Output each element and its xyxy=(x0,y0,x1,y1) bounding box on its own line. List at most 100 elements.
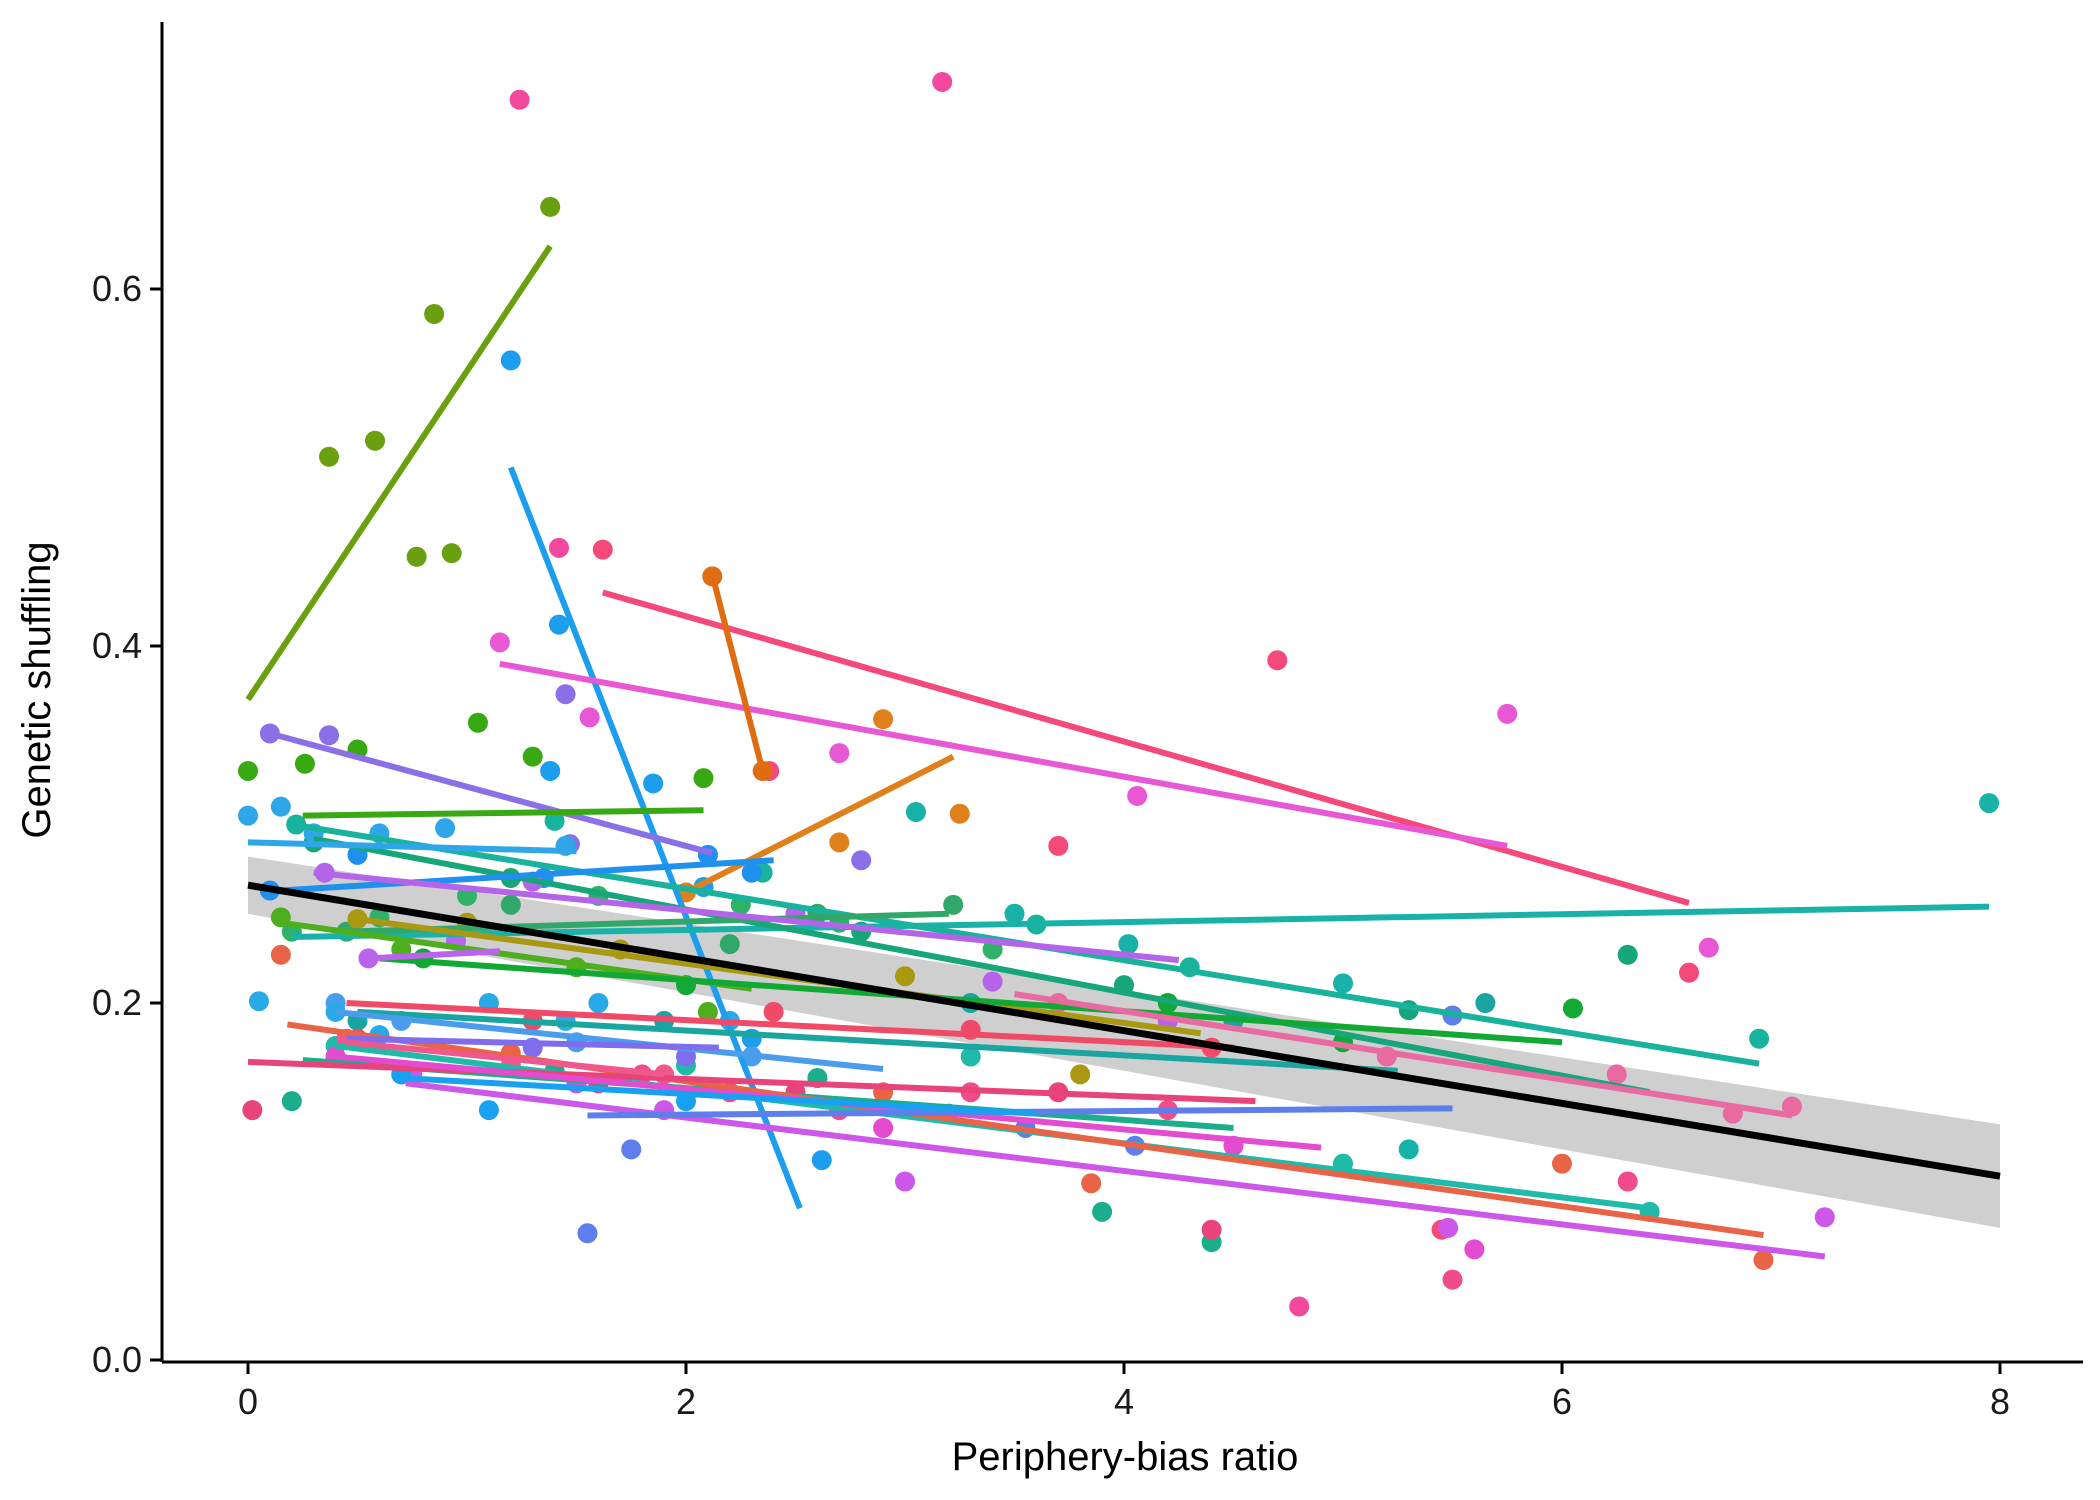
data-point xyxy=(763,1001,784,1022)
data-point xyxy=(719,934,740,955)
data-point xyxy=(643,773,664,794)
data-point xyxy=(1004,903,1025,924)
x-axis-title: Periphery-bias ratio xyxy=(952,1435,1299,1479)
data-point xyxy=(1267,650,1288,671)
data-point xyxy=(1617,944,1638,965)
data-point xyxy=(1679,962,1700,983)
data-point xyxy=(1118,934,1139,955)
y-tick-label: 0.2 xyxy=(92,982,142,1023)
data-point xyxy=(548,614,569,635)
data-point xyxy=(1781,1096,1802,1117)
data-point xyxy=(270,944,291,965)
x-tick-label: 4 xyxy=(1114,1381,1134,1422)
data-point xyxy=(441,543,462,564)
data-point xyxy=(248,991,269,1012)
y-tick-label: 0.6 xyxy=(92,268,142,309)
data-point xyxy=(294,753,315,774)
data-point xyxy=(1289,1296,1310,1317)
data-point xyxy=(1464,1239,1485,1260)
data-point xyxy=(1606,1064,1627,1085)
data-point xyxy=(548,537,569,558)
data-point xyxy=(829,832,850,853)
group-fit-line xyxy=(269,730,714,856)
data-point xyxy=(932,71,953,92)
group-fit-line xyxy=(401,1074,1037,1117)
data-point xyxy=(1442,1269,1463,1290)
data-point xyxy=(555,684,576,705)
data-point xyxy=(509,89,530,110)
data-point xyxy=(406,546,427,567)
data-point xyxy=(1552,1153,1572,1174)
x-tick-label: 6 xyxy=(1552,1381,1572,1422)
data-point xyxy=(540,196,561,217)
x-tick-label: 2 xyxy=(676,1381,696,1422)
data-point xyxy=(270,796,291,817)
data-point xyxy=(741,862,762,883)
data-point xyxy=(540,760,561,781)
data-point xyxy=(1753,1250,1774,1271)
data-point xyxy=(544,810,565,831)
data-point xyxy=(982,971,1003,992)
data-point xyxy=(895,1171,915,1192)
data-point xyxy=(829,743,850,764)
data-point xyxy=(522,746,543,767)
data-point xyxy=(1979,793,2000,814)
group-fit-line xyxy=(346,1000,1234,1051)
data-point xyxy=(1749,1028,1770,1049)
data-point xyxy=(319,446,340,467)
data-point xyxy=(489,632,510,653)
data-point xyxy=(242,1100,263,1121)
data-point xyxy=(949,803,970,824)
data-point xyxy=(811,1150,832,1171)
group-fit-line xyxy=(313,835,1651,1096)
data-point xyxy=(1438,1217,1459,1238)
data-point xyxy=(1562,998,1583,1019)
data-point xyxy=(943,894,964,915)
data-point xyxy=(1081,1173,1102,1194)
data-point xyxy=(281,1091,302,1112)
y-axis-title: Genetic shuffling xyxy=(15,541,59,838)
data-point xyxy=(1127,785,1148,806)
data-point xyxy=(1497,703,1518,724)
data-point xyxy=(579,707,600,728)
group-fit-line xyxy=(335,1008,884,1073)
group-fit-line xyxy=(247,839,577,855)
group-fit-line xyxy=(684,753,955,896)
group-fit-line xyxy=(245,244,553,702)
data-point xyxy=(467,712,488,733)
data-point xyxy=(1070,1064,1091,1085)
data-point xyxy=(588,993,609,1013)
data-point xyxy=(873,709,894,730)
data-point xyxy=(478,1100,499,1121)
overall-fit-line xyxy=(247,881,2001,1180)
data-point xyxy=(1814,1207,1835,1228)
group-fit-line xyxy=(499,660,1508,849)
group-fit-lines-layer xyxy=(245,244,1990,1260)
data-point xyxy=(238,760,258,781)
group-fit-line xyxy=(357,1008,1398,1074)
data-point xyxy=(365,430,386,451)
data-point xyxy=(1048,835,1069,856)
group-fit-line xyxy=(601,589,1690,906)
x-tick-label: 0 xyxy=(238,1381,258,1422)
data-point xyxy=(592,539,613,560)
data-point xyxy=(905,802,926,823)
group-fit-line xyxy=(313,869,1180,964)
data-point xyxy=(238,805,258,826)
data-point xyxy=(1398,1139,1419,1160)
data-point xyxy=(435,818,456,839)
y-tick-label: 0.0 xyxy=(92,1339,142,1380)
data-point xyxy=(873,1117,894,1138)
data-point xyxy=(697,1001,718,1022)
data-point xyxy=(1698,937,1719,958)
data-point xyxy=(424,303,445,324)
data-point xyxy=(500,894,521,915)
group-fit-line xyxy=(302,807,704,819)
data-point xyxy=(960,1046,981,1067)
data-point xyxy=(319,725,340,746)
data-point xyxy=(500,350,521,371)
data-point xyxy=(851,850,872,871)
group-fit-line xyxy=(709,573,766,772)
data-point xyxy=(577,1223,598,1244)
